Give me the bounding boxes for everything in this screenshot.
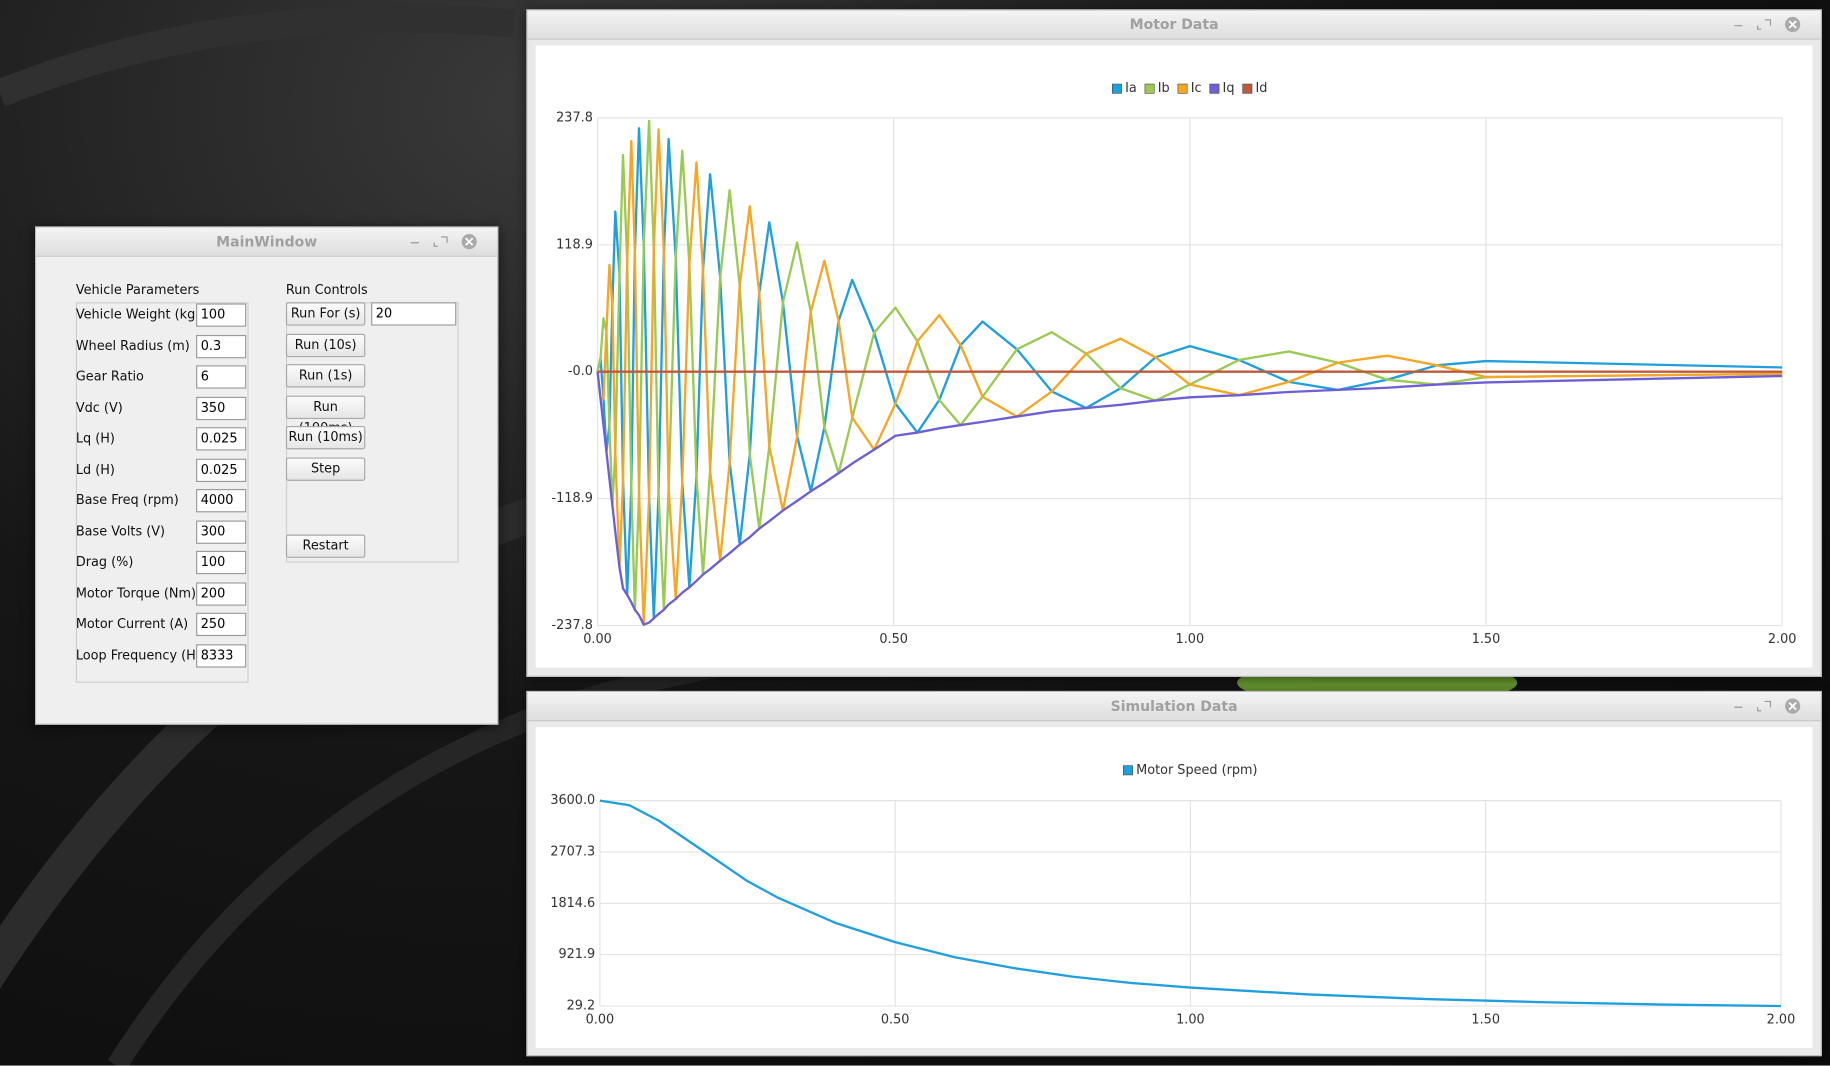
x-tick-label: 1.50 [1472,632,1501,647]
field-label: Ld (H) [75,461,115,477]
window-title: MainWindow [216,233,318,250]
group-heading: Vehicle Parameters [75,282,200,298]
chart-panel [535,727,1813,1049]
field-label: Loop Frequency (Hz) [75,647,208,663]
x-tick-label: 1.50 [1471,1013,1500,1028]
y-tick-label: 921.9 [558,947,595,962]
main-window: MainWindow Vehicle Parameters Vehicle Wei… [35,226,499,725]
legend-swatch [1209,83,1220,94]
field-label: Motor Torque (Nm) [75,585,196,601]
series-line [596,371,1783,626]
button[interactable]: Run (100ms) [285,395,366,435]
field-label: Gear Ratio [75,368,144,384]
legend-swatch [1111,83,1122,94]
window-title: Motor Data [1129,16,1219,33]
group-box [75,302,249,683]
text-input[interactable]: 6 [196,365,247,389]
field-label: Wheel Radius (m) [75,337,190,354]
window-title: Simulation Data [1110,697,1238,715]
x-tick-label: 0.50 [879,632,908,647]
legend: Motor Speed (rpm) [1123,763,1258,778]
field-label: Lq (H) [75,430,115,446]
group-heading: Run Controls [285,282,368,298]
window-controls[interactable] [408,232,490,251]
legend-swatch [1177,83,1188,94]
button[interactable]: Run (10s) [285,333,366,357]
legend-label: Ia [1125,81,1137,96]
window-controls[interactable] [1732,697,1814,716]
series-line [596,128,1783,626]
button[interactable]: Step [285,456,366,481]
text-input[interactable]: 0.3 [196,334,247,358]
x-tick-label: 0.50 [881,1013,910,1028]
y-tick-label: 3600.0 [550,793,595,808]
legend-label: Motor Speed (rpm) [1136,763,1257,778]
text-input[interactable]: 0.025 [196,458,247,482]
y-tick-label: -237.8 [552,618,593,633]
y-tick-label: 2707.3 [550,844,595,859]
legend-label: Iq [1223,81,1235,96]
legend-label: Id [1256,81,1268,96]
button[interactable]: Run (10ms) [285,425,366,450]
x-tick-label: 1.00 [1176,1013,1205,1028]
x-tick-label: 0.00 [583,632,612,647]
text-input[interactable]: 350 [196,396,247,420]
field-label: Base Volts (V) [75,523,166,539]
series-line [596,127,1783,620]
field-label: Base Freq (rpm) [75,492,179,508]
window-controls[interactable] [1732,15,1814,34]
title-bar: Simulation Data [527,692,1821,722]
chart: 237.8 118.9 -0.0 -118.9 -237.80.00 0.50 1.00 1.… [535,45,1813,668]
x-tick-label: 2.00 [1768,632,1797,647]
field-label: Drag (%) [75,554,134,570]
text-input[interactable]: 250 [196,612,247,637]
motor-window: Motor Data 237.8 118.9 -0.0 -118.9 -237.8 0.0… [526,9,1822,677]
series-line [599,799,1781,1008]
y-tick-label: 237.8 [556,110,593,125]
text-input[interactable]: 4000 [196,489,247,513]
text-input[interactable]: 0.025 [196,427,247,451]
y-tick-label: -0.0 [568,364,593,379]
y-tick-label: 29.2 [567,999,596,1014]
x-tick-label: 1.00 [1176,632,1205,647]
simulation-window: Simulation Data 3600.0 2707.3 1814.6 921.9 2… [526,690,1822,1057]
y-tick-label: 1814.6 [550,896,595,911]
title-bar: MainWindow [36,227,498,257]
series-line [596,119,1783,611]
text-input[interactable]: 8333 [196,643,247,667]
chart: 3600.0 2707.3 1814.6 921.9 29.20.00 0.50 1.00 1… [535,727,1813,1049]
button[interactable]: Run For (s) [285,302,366,326]
text-input[interactable]: 20 [371,302,457,326]
field-label: Vehicle Weight (kg) [75,306,201,323]
legend-swatch [1242,83,1253,94]
x-tick-label: 2.00 [1767,1013,1796,1028]
legend-swatch [1144,83,1155,94]
text-input[interactable]: 100 [196,303,247,327]
x-tick-label: 0.00 [586,1013,615,1028]
legend-swatch [1123,765,1133,776]
button[interactable]: Run (1s) [285,364,366,388]
text-input[interactable]: 100 [196,550,247,575]
field-label: Motor Current (A) [75,616,189,632]
legend: Ia Ib Ic Iq Id [1111,81,1268,96]
chart-panel [535,45,1813,668]
y-tick-label: -118.9 [552,491,593,506]
button[interactable]: Restart [285,534,366,558]
y-tick-label: 118.9 [556,237,593,252]
title-bar: Motor Data [527,10,1821,40]
legend-label: Ib [1158,81,1170,96]
text-input[interactable]: 300 [196,519,247,544]
legend-label: Ic [1191,81,1202,96]
text-input[interactable]: 200 [196,581,247,606]
field-label: Vdc (V) [75,399,123,415]
